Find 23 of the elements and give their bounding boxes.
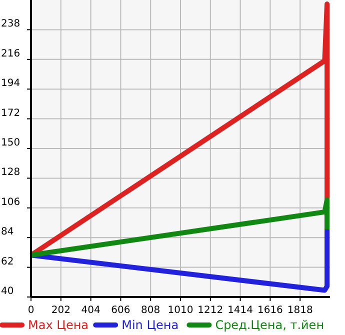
y-tick-label: 84 (1, 226, 14, 238)
x-tick-label: 1818 (287, 305, 313, 316)
legend-label: Min Цена (122, 318, 179, 332)
y-tick-label: 194 (1, 78, 20, 90)
x-tick-label: 0 (28, 305, 34, 316)
x-tick-label: 606 (111, 305, 130, 316)
y-tick-label: 62 (1, 256, 14, 268)
x-tick-label: 808 (141, 305, 160, 316)
x-tick-label: 404 (81, 305, 100, 316)
legend-label: Сред.Цена, т.йен (215, 318, 324, 332)
x-tick-label: 1616 (257, 305, 283, 316)
x-tick-label: 1212 (198, 305, 224, 316)
x-tick-label: 1010 (168, 305, 194, 316)
y-tick-label: 172 (1, 108, 20, 119)
y-tick-label: 150 (1, 138, 20, 148)
y-tick-label: 128 (1, 167, 20, 178)
y-tick-label: 106 (1, 196, 20, 208)
y-tick-label: 238 (1, 18, 20, 30)
y-tick-label: 216 (1, 48, 20, 60)
legend-label: Max Цена (28, 318, 89, 332)
y-tick-label: 40 (1, 286, 14, 297)
x-tick-label: 1414 (228, 305, 254, 316)
x-tick-label: 202 (51, 305, 70, 316)
